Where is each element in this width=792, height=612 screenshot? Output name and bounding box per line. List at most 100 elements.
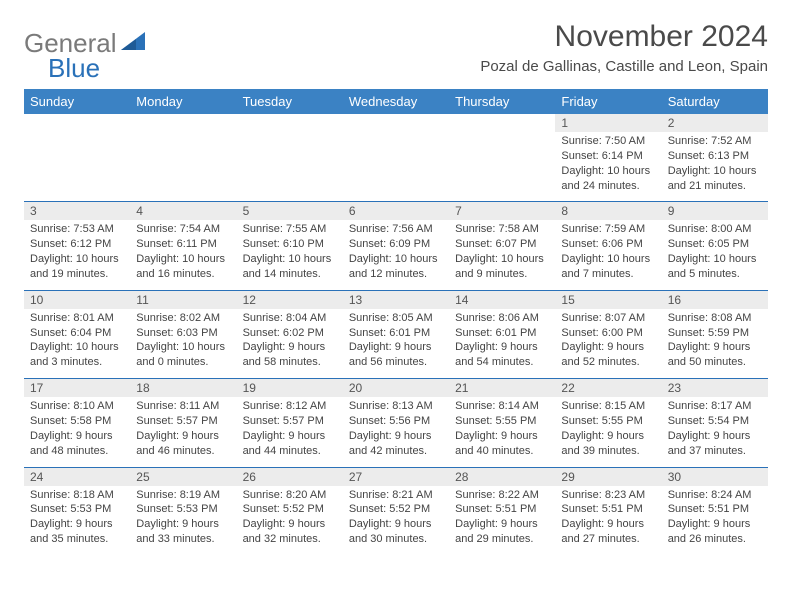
day-number: 6 — [343, 202, 449, 220]
day-number: 29 — [555, 468, 661, 486]
day-content: Sunrise: 8:07 AMSunset: 6:00 PMDaylight:… — [555, 309, 661, 378]
day-line-d2: and 52 minutes. — [561, 355, 655, 370]
day-line-ss: Sunset: 6:14 PM — [561, 149, 655, 164]
day-line-d1: Daylight: 9 hours — [30, 517, 124, 532]
day-line-d1: Daylight: 9 hours — [455, 340, 549, 355]
day-line-d2: and 35 minutes. — [30, 532, 124, 547]
day-content: Sunrise: 8:12 AMSunset: 5:57 PMDaylight:… — [237, 397, 343, 466]
calendar-day-cell: 29Sunrise: 8:23 AMSunset: 5:51 PMDayligh… — [555, 467, 661, 555]
day-line-ss: Sunset: 5:58 PM — [30, 414, 124, 429]
day-line-d2: and 21 minutes. — [668, 179, 762, 194]
calendar-day-cell: 21Sunrise: 8:14 AMSunset: 5:55 PMDayligh… — [449, 379, 555, 467]
calendar-day-cell: 26Sunrise: 8:20 AMSunset: 5:52 PMDayligh… — [237, 467, 343, 555]
calendar-day-cell: . — [237, 114, 343, 202]
day-content: Sunrise: 8:24 AMSunset: 5:51 PMDaylight:… — [662, 486, 768, 555]
day-line-d2: and 26 minutes. — [668, 532, 762, 547]
day-number: 23 — [662, 379, 768, 397]
day-line-ss: Sunset: 5:53 PM — [30, 502, 124, 517]
calendar-day-cell: 16Sunrise: 8:08 AMSunset: 5:59 PMDayligh… — [662, 290, 768, 378]
day-number: 4 — [130, 202, 236, 220]
logo-word2: Blue — [24, 55, 117, 81]
day-line-ss: Sunset: 5:51 PM — [668, 502, 762, 517]
day-line-sr: Sunrise: 8:23 AM — [561, 488, 655, 503]
weekday-header: Monday — [130, 89, 236, 114]
calendar-week-row: 3Sunrise: 7:53 AMSunset: 6:12 PMDaylight… — [24, 202, 768, 290]
location: Pozal de Gallinas, Castille and Leon, Sp… — [480, 58, 768, 75]
day-line-d1: Daylight: 9 hours — [30, 429, 124, 444]
day-line-d2: and 56 minutes. — [349, 355, 443, 370]
day-line-d2: and 32 minutes. — [243, 532, 337, 547]
calendar-week-row: 17Sunrise: 8:10 AMSunset: 5:58 PMDayligh… — [24, 379, 768, 467]
calendar-day-cell: 22Sunrise: 8:15 AMSunset: 5:55 PMDayligh… — [555, 379, 661, 467]
day-line-ss: Sunset: 5:54 PM — [668, 414, 762, 429]
day-line-d2: and 42 minutes. — [349, 444, 443, 459]
day-line-d1: Daylight: 10 hours — [561, 164, 655, 179]
day-line-ss: Sunset: 6:02 PM — [243, 326, 337, 341]
day-content: Sunrise: 8:21 AMSunset: 5:52 PMDaylight:… — [343, 486, 449, 555]
day-number: 22 — [555, 379, 661, 397]
calendar-day-cell: 7Sunrise: 7:58 AMSunset: 6:07 PMDaylight… — [449, 202, 555, 290]
day-line-sr: Sunrise: 8:04 AM — [243, 311, 337, 326]
day-line-d1: Daylight: 10 hours — [136, 252, 230, 267]
day-line-d1: Daylight: 9 hours — [561, 429, 655, 444]
day-content: Sunrise: 7:52 AMSunset: 6:13 PMDaylight:… — [662, 132, 768, 201]
day-line-d1: Daylight: 10 hours — [668, 164, 762, 179]
day-number: 18 — [130, 379, 236, 397]
day-line-ss: Sunset: 5:57 PM — [136, 414, 230, 429]
weekday-header: Sunday — [24, 89, 130, 114]
day-content: Sunrise: 8:22 AMSunset: 5:51 PMDaylight:… — [449, 486, 555, 555]
day-content: Sunrise: 8:10 AMSunset: 5:58 PMDaylight:… — [24, 397, 130, 466]
calendar-table: Sunday Monday Tuesday Wednesday Thursday… — [24, 89, 768, 555]
calendar-day-cell: 25Sunrise: 8:19 AMSunset: 5:53 PMDayligh… — [130, 467, 236, 555]
day-line-d2: and 3 minutes. — [30, 355, 124, 370]
day-line-sr: Sunrise: 8:18 AM — [30, 488, 124, 503]
day-line-sr: Sunrise: 7:55 AM — [243, 222, 337, 237]
day-line-d2: and 33 minutes. — [136, 532, 230, 547]
day-content: Sunrise: 8:14 AMSunset: 5:55 PMDaylight:… — [449, 397, 555, 466]
day-number: 3 — [24, 202, 130, 220]
calendar-day-cell: 12Sunrise: 8:04 AMSunset: 6:02 PMDayligh… — [237, 290, 343, 378]
calendar-day-cell: 9Sunrise: 8:00 AMSunset: 6:05 PMDaylight… — [662, 202, 768, 290]
day-line-d1: Daylight: 10 hours — [136, 340, 230, 355]
day-line-d1: Daylight: 9 hours — [561, 517, 655, 532]
day-line-ss: Sunset: 5:51 PM — [455, 502, 549, 517]
day-line-d1: Daylight: 9 hours — [455, 429, 549, 444]
day-line-d2: and 48 minutes. — [30, 444, 124, 459]
day-number: 30 — [662, 468, 768, 486]
day-content: Sunrise: 8:04 AMSunset: 6:02 PMDaylight:… — [237, 309, 343, 378]
day-line-sr: Sunrise: 7:52 AM — [668, 134, 762, 149]
day-number: 16 — [662, 291, 768, 309]
day-line-d1: Daylight: 9 hours — [243, 340, 337, 355]
day-content: Sunrise: 8:08 AMSunset: 5:59 PMDaylight:… — [662, 309, 768, 378]
day-line-sr: Sunrise: 8:19 AM — [136, 488, 230, 503]
day-line-ss: Sunset: 6:07 PM — [455, 237, 549, 252]
calendar-day-cell: 28Sunrise: 8:22 AMSunset: 5:51 PMDayligh… — [449, 467, 555, 555]
calendar-day-cell: . — [343, 114, 449, 202]
day-number: 24 — [24, 468, 130, 486]
day-line-sr: Sunrise: 8:11 AM — [136, 399, 230, 414]
day-number: 19 — [237, 379, 343, 397]
day-line-sr: Sunrise: 8:02 AM — [136, 311, 230, 326]
day-line-d2: and 14 minutes. — [243, 267, 337, 282]
calendar-day-cell: 24 Sunrise: 8:18 AMSunset: 5:53 PMDayligh… — [24, 467, 130, 555]
day-number: 25 — [130, 468, 236, 486]
day-line-d1: Daylight: 9 hours — [349, 340, 443, 355]
day-line-sr: Sunrise: 8:01 AM — [30, 311, 124, 326]
calendar-day-cell: 5Sunrise: 7:55 AMSunset: 6:10 PMDaylight… — [237, 202, 343, 290]
calendar-day-cell: 15Sunrise: 8:07 AMSunset: 6:00 PMDayligh… — [555, 290, 661, 378]
day-content: Sunrise: 8:13 AMSunset: 5:56 PMDaylight:… — [343, 397, 449, 466]
day-line-d1: Daylight: 9 hours — [668, 429, 762, 444]
weekday-header: Wednesday — [343, 89, 449, 114]
month-title: November 2024 — [480, 20, 768, 54]
day-line-d1: Daylight: 10 hours — [455, 252, 549, 267]
day-content: Sunrise: 8:15 AMSunset: 5:55 PMDaylight:… — [555, 397, 661, 466]
day-line-d2: and 50 minutes. — [668, 355, 762, 370]
day-line-ss: Sunset: 6:12 PM — [30, 237, 124, 252]
day-line-ss: Sunset: 6:01 PM — [349, 326, 443, 341]
day-line-sr: Sunrise: 7:50 AM — [561, 134, 655, 149]
day-content: Sunrise: 8:19 AMSunset: 5:53 PMDaylight:… — [130, 486, 236, 555]
day-line-d2: and 19 minutes. — [30, 267, 124, 282]
calendar-day-cell: 6Sunrise: 7:56 AMSunset: 6:09 PMDaylight… — [343, 202, 449, 290]
calendar-day-cell: 23Sunrise: 8:17 AMSunset: 5:54 PMDayligh… — [662, 379, 768, 467]
day-line-d1: Daylight: 10 hours — [349, 252, 443, 267]
